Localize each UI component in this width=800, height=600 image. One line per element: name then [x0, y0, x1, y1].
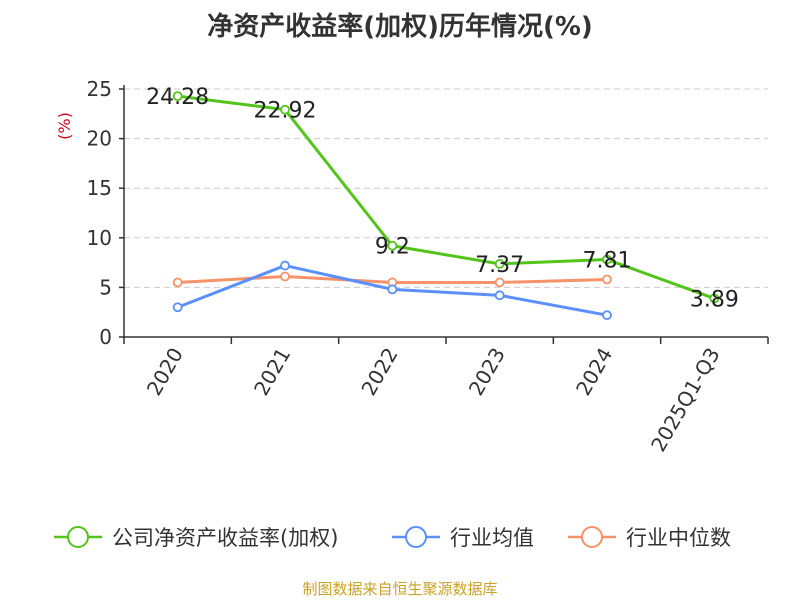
data-point[interactable]: [280, 271, 290, 282]
data-label: 24.28: [146, 85, 209, 110]
data-point[interactable]: [280, 260, 290, 271]
data-point[interactable]: [172, 302, 183, 313]
data-label: 3.89: [690, 287, 739, 312]
data-point[interactable]: [602, 310, 612, 321]
legend-label: 公司净资产收益率(加权): [112, 526, 338, 550]
legend-marker: [405, 526, 427, 548]
data-label: 7.37: [475, 253, 524, 278]
y-tick-label: 20: [87, 127, 112, 151]
y-tick-label: 25: [87, 77, 112, 101]
data-point[interactable]: [602, 274, 612, 285]
legend-item-0[interactable]: 公司净资产收益率(加权): [54, 526, 338, 550]
legend-item-2[interactable]: 行业中位数: [568, 526, 731, 550]
chart-title: 净资产收益率(加权)历年情况(%): [207, 12, 593, 42]
y-tick-label: 5: [99, 275, 112, 299]
data-label: 9.2: [375, 235, 410, 260]
data-point[interactable]: [709, 293, 720, 304]
data-point[interactable]: [387, 284, 398, 295]
legend-item-1[interactable]: 行业均值: [392, 526, 534, 550]
legend-marker: [67, 526, 89, 548]
data-point[interactable]: [280, 104, 290, 115]
data-point[interactable]: [172, 91, 183, 102]
y-tick-label: 0: [99, 325, 112, 349]
x-tick-label: 2022: [356, 344, 402, 400]
y-tick-label: 10: [87, 226, 112, 250]
data-point[interactable]: [494, 258, 505, 269]
x-tick-label: 2020: [142, 344, 188, 400]
data-point[interactable]: [387, 240, 398, 251]
data-point[interactable]: [494, 290, 505, 301]
data-source-note: 制图数据来自恒生聚源数据库: [302, 580, 498, 598]
x-tick-label: 2021: [249, 344, 295, 400]
legend-label: 行业均值: [450, 526, 534, 550]
y-axis-label: (%): [55, 112, 74, 140]
series-line-0: [177, 94, 715, 300]
x-tick-label: 2025Q1-Q3: [646, 344, 725, 456]
x-tick-label: 2023: [464, 343, 510, 399]
data-point[interactable]: [494, 277, 505, 288]
data-label: 7.81: [583, 249, 632, 274]
data-point[interactable]: [172, 277, 183, 288]
x-tick-label: 2024: [571, 344, 617, 400]
legend-marker: [581, 526, 603, 548]
data-point[interactable]: [602, 254, 612, 265]
legend-label: 行业中位数: [626, 526, 731, 550]
data-label: 22.92: [254, 99, 317, 124]
y-tick-label: 15: [87, 176, 112, 200]
